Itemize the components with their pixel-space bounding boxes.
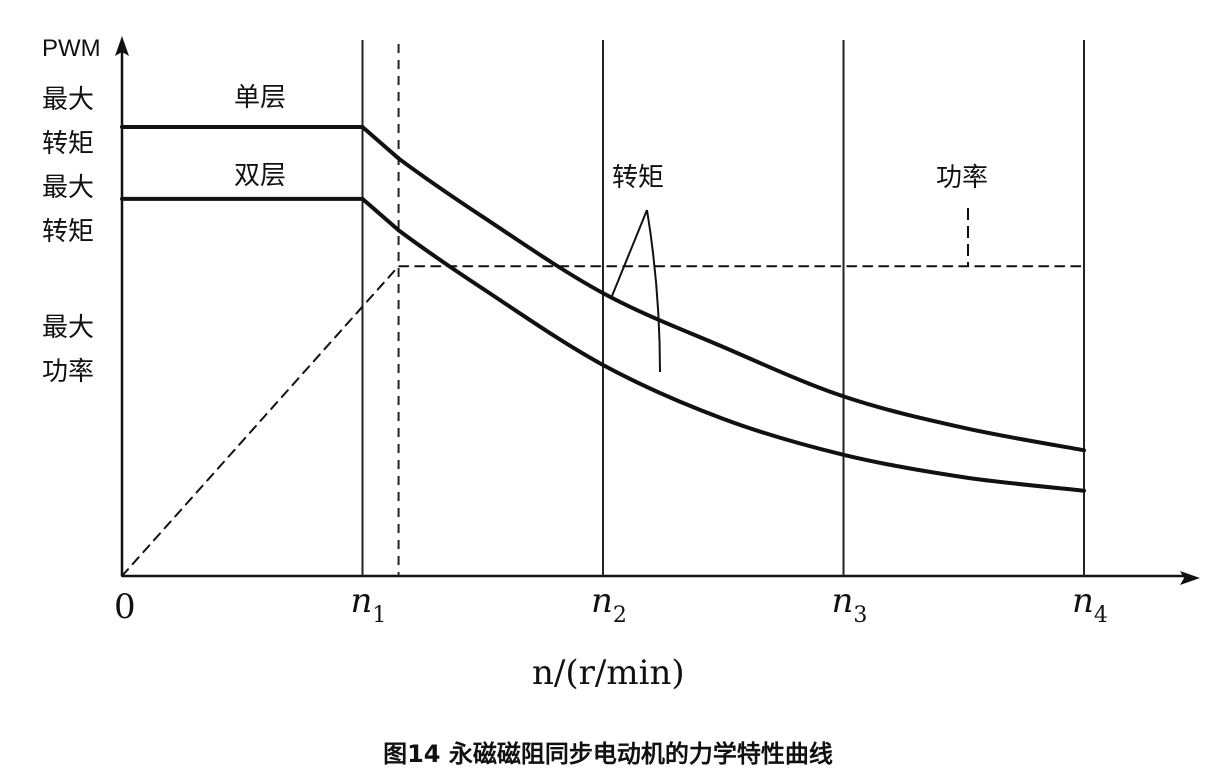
annotation-single-layer: 单层 [234,83,286,113]
origin-label: 0 [114,587,136,627]
y-label-max-3: 最大 [42,313,94,343]
x-tick-label-n1: n1 [351,581,387,628]
annotation-power: 功率 [936,163,988,193]
y-label-pwm: PWM [42,35,101,62]
x-tick-label-n4: n4 [1072,581,1108,628]
x-tick-label-n3: n3 [832,581,868,628]
y-label-torque-1: 转矩 [42,129,94,159]
x-axis-title: n/(r/min) [532,653,685,693]
series-line-2 [120,196,1086,493]
annotation-torque: 转矩 [612,163,664,193]
y-label-power: 功率 [42,357,94,387]
torque-leader-1 [611,209,648,297]
series-line-1 [120,125,1086,453]
figure-caption: 图14 永磁磁阻同步电动机的力学特性曲线 [383,740,833,768]
y-axis-arrow [115,36,129,56]
x-tick-labels: n1 n2 n3 n4 [351,581,1108,628]
x-tick-label-n2: n2 [591,581,627,628]
series-line-3 [121,265,1085,577]
torque-leader-2 [646,209,661,373]
x-axis-arrow [1180,571,1200,585]
y-label-max-2: 最大 [42,173,94,203]
annotation-double-layer: 双层 [234,161,286,191]
y-label-max-1: 最大 [42,85,94,115]
y-label-torque-2: 转矩 [42,217,94,247]
